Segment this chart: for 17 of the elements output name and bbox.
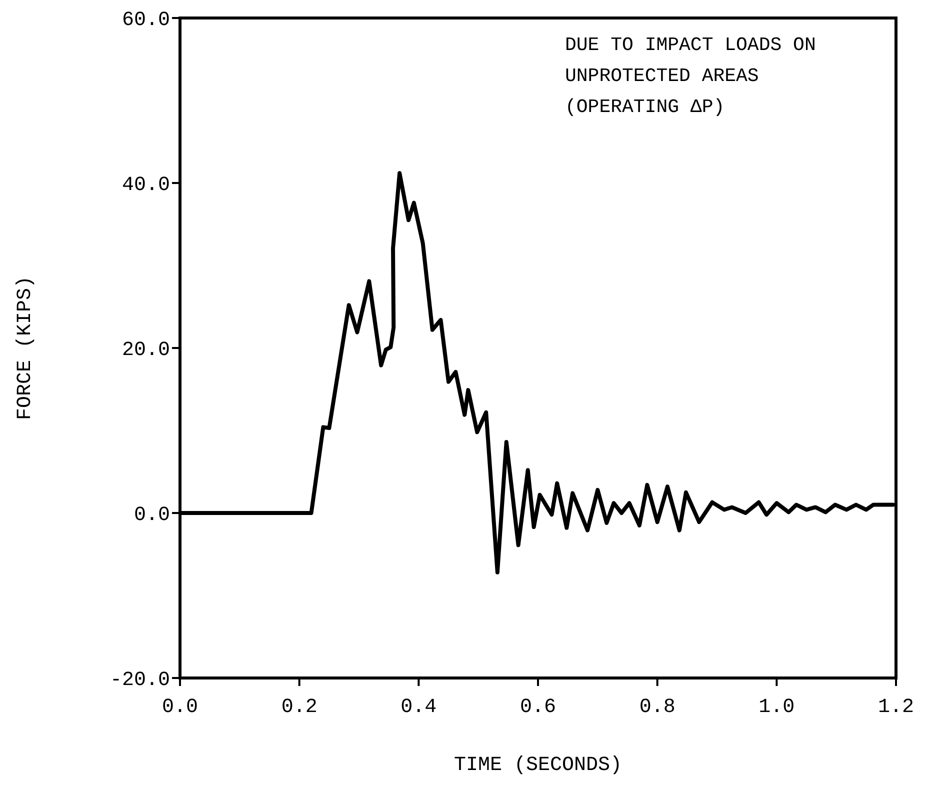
x-tick-label: 0.6 [520,696,556,719]
y-tick-label: 40.0 [122,174,170,197]
y-tick-label: 0.0 [134,504,170,527]
x-tick-label: 0.0 [162,696,198,719]
x-tick-label: 0.2 [281,696,318,719]
x-axis-title: TIME (SECONDS) [454,754,622,777]
x-tick-label: 0.4 [400,696,437,719]
y-tick-label: 60.0 [122,9,170,32]
y-tick-label: 20.0 [122,339,170,362]
x-tick-label: 0.8 [639,696,676,719]
x-tick-label: 1.2 [878,696,914,719]
x-tick-label: 1.0 [758,696,795,719]
annotation: (OPERATING ΔP) [565,96,725,118]
annotation: DUE TO IMPACT LOADS ON [565,34,816,56]
y-axis-title: FORCE (KIPS) [14,276,37,420]
y-tick-label: -20.0 [110,669,170,692]
annotation: UNPROTECTED AREAS [565,65,759,87]
